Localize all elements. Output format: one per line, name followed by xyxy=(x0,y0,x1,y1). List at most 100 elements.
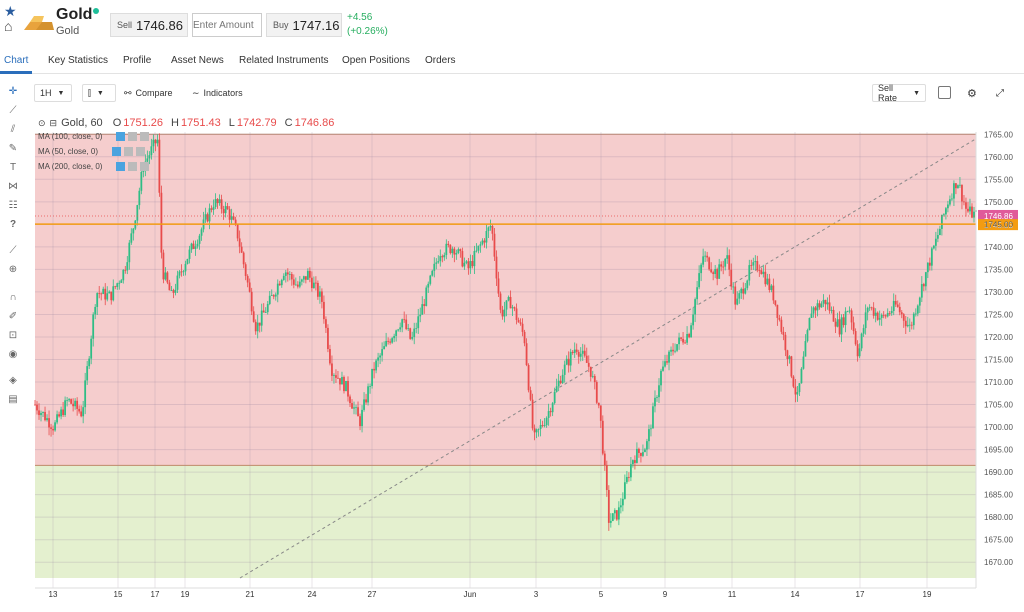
indicator-ma100[interactable]: MA (100, close, 0) xyxy=(38,132,150,141)
candle-body xyxy=(549,411,552,413)
candle-body xyxy=(240,246,243,253)
change-percent: (+0.26%) xyxy=(347,26,388,37)
candle-body xyxy=(714,269,717,275)
amount-input[interactable] xyxy=(192,13,262,37)
candle-body xyxy=(82,407,85,417)
indicator-ma50[interactable]: MA (50, close, 0) xyxy=(38,147,146,156)
close-icon[interactable] xyxy=(136,147,146,156)
close-icon[interactable] xyxy=(140,162,150,171)
candle-body xyxy=(331,363,333,376)
tab-related-instruments[interactable]: Related Instruments xyxy=(239,55,329,66)
candle-body xyxy=(884,315,887,317)
star-icon[interactable]: ★ xyxy=(4,3,17,19)
candle-body xyxy=(437,261,440,263)
tab-key-statistics[interactable]: Key Statistics xyxy=(48,55,109,66)
minimize-icon[interactable]: ⊟ xyxy=(49,117,58,128)
candle-body xyxy=(314,282,317,284)
candle-body xyxy=(485,231,488,243)
hide-icon[interactable] xyxy=(128,162,138,171)
candle-body xyxy=(403,319,406,321)
tab-profile[interactable]: Profile xyxy=(123,55,152,66)
candle-body xyxy=(814,307,817,311)
chart-toolbar: 1H ▼ ⫿ ▼ ⚯ Compare ∼ Indicators Sell Rat… xyxy=(30,82,1020,104)
text-tool-icon[interactable]: T xyxy=(9,162,17,173)
tab-chart[interactable]: Chart xyxy=(4,55,29,66)
candle-body xyxy=(860,333,863,349)
candle-body xyxy=(513,307,516,309)
candle-body xyxy=(158,139,161,193)
candle-body xyxy=(176,275,179,290)
candle-body xyxy=(543,425,546,426)
x-tick-label: 9 xyxy=(663,590,668,599)
rate-select[interactable]: Sell Rate ▼ xyxy=(872,83,926,103)
trash-icon[interactable]: ▤ xyxy=(8,394,18,405)
candle-body xyxy=(60,409,62,417)
hide-icon[interactable] xyxy=(124,147,134,156)
expand-icon[interactable]: ⤢ xyxy=(996,87,1004,99)
sell-button[interactable]: Sell 1746.86 xyxy=(110,13,188,37)
candle-body xyxy=(900,312,903,315)
y-tick-label: 1725.00 xyxy=(984,310,1013,319)
gear-icon[interactable]: ⚙ xyxy=(967,87,977,100)
layers-icon[interactable]: ◈ xyxy=(9,375,17,386)
candle-body xyxy=(611,513,614,521)
collapse-icon[interactable]: ⊙ xyxy=(38,117,46,128)
settings-icon[interactable] xyxy=(116,132,126,141)
alert-tag-icon[interactable]: ⌂ xyxy=(4,18,13,34)
settings-icon[interactable] xyxy=(116,162,126,171)
indicators-button[interactable]: ∼ Indicators xyxy=(192,84,243,102)
lock-drawings-icon[interactable]: ✐ xyxy=(8,311,18,322)
settings-icon[interactable] xyxy=(112,147,122,156)
crosshair-icon[interactable]: ✛ xyxy=(8,86,18,97)
magnet-icon[interactable]: ∩ xyxy=(9,292,17,303)
candle-body xyxy=(443,255,446,258)
compare-label: Compare xyxy=(135,88,173,98)
buy-button[interactable]: Buy 1747.16 xyxy=(266,13,342,37)
tab-open-positions[interactable]: Open Positions xyxy=(342,55,410,66)
candle-body xyxy=(186,258,189,264)
candle-body xyxy=(353,407,355,409)
eye-icon[interactable]: ◉ xyxy=(8,349,18,360)
zoom-icon[interactable]: ⊕ xyxy=(8,264,18,275)
candle-body xyxy=(160,192,163,253)
x-tick-label: 3 xyxy=(534,590,539,599)
candle-body xyxy=(842,317,845,326)
open-value: 1751.26 xyxy=(123,117,164,129)
lock-icon[interactable]: ⊡ xyxy=(8,330,18,341)
price-chart[interactable]: 1746.86 1745.05 1765.00 1760.00 1755.00 1750… xyxy=(0,108,1024,607)
y-tick-label: 1750.00 xyxy=(984,198,1013,207)
close-icon[interactable] xyxy=(140,132,150,141)
candle-body xyxy=(70,399,73,404)
pattern-icon[interactable]: ⋈ xyxy=(8,181,18,192)
y-tick-label: 1675.00 xyxy=(984,536,1013,545)
fib-icon[interactable]: ☷ xyxy=(8,200,18,211)
candle-body xyxy=(371,368,373,387)
candle-body xyxy=(425,287,428,306)
tab-orders[interactable]: Orders xyxy=(425,55,456,66)
interval-select[interactable]: 1H ▼ xyxy=(34,84,72,102)
candle-body xyxy=(605,465,608,490)
compare-button[interactable]: ⚯ Compare xyxy=(124,84,173,102)
ruler-icon[interactable]: ⟋ xyxy=(9,245,17,256)
candle-body xyxy=(704,255,707,257)
brush-icon[interactable]: ✎ xyxy=(8,143,18,154)
candle-body xyxy=(156,139,159,144)
help-icon[interactable]: ? xyxy=(9,219,17,230)
hide-icon[interactable] xyxy=(128,132,138,141)
candle-body xyxy=(457,249,460,253)
candle-body xyxy=(728,255,731,270)
candle-body xyxy=(862,328,865,334)
instrument-subtitle: Gold xyxy=(56,25,80,37)
candle-body xyxy=(916,305,919,314)
fullscreen-toggle[interactable] xyxy=(938,86,951,99)
chart-style-select[interactable]: ⫿ ▼ xyxy=(82,84,116,102)
indicator-ma200[interactable]: MA (200, close, 0) xyxy=(38,162,150,171)
trend-line-icon[interactable]: ⟋ xyxy=(9,105,17,116)
candle-body xyxy=(194,246,197,249)
ohlc-legend: ⊙ ⊟ Gold, 60 O 1751.26 H 1751.43 L 1742.… xyxy=(38,117,334,129)
candle-body xyxy=(613,510,616,514)
pitchfork-icon[interactable]: ⫽ xyxy=(10,124,16,135)
tab-asset-news[interactable]: Asset News xyxy=(171,55,224,66)
candle-body xyxy=(646,441,648,450)
